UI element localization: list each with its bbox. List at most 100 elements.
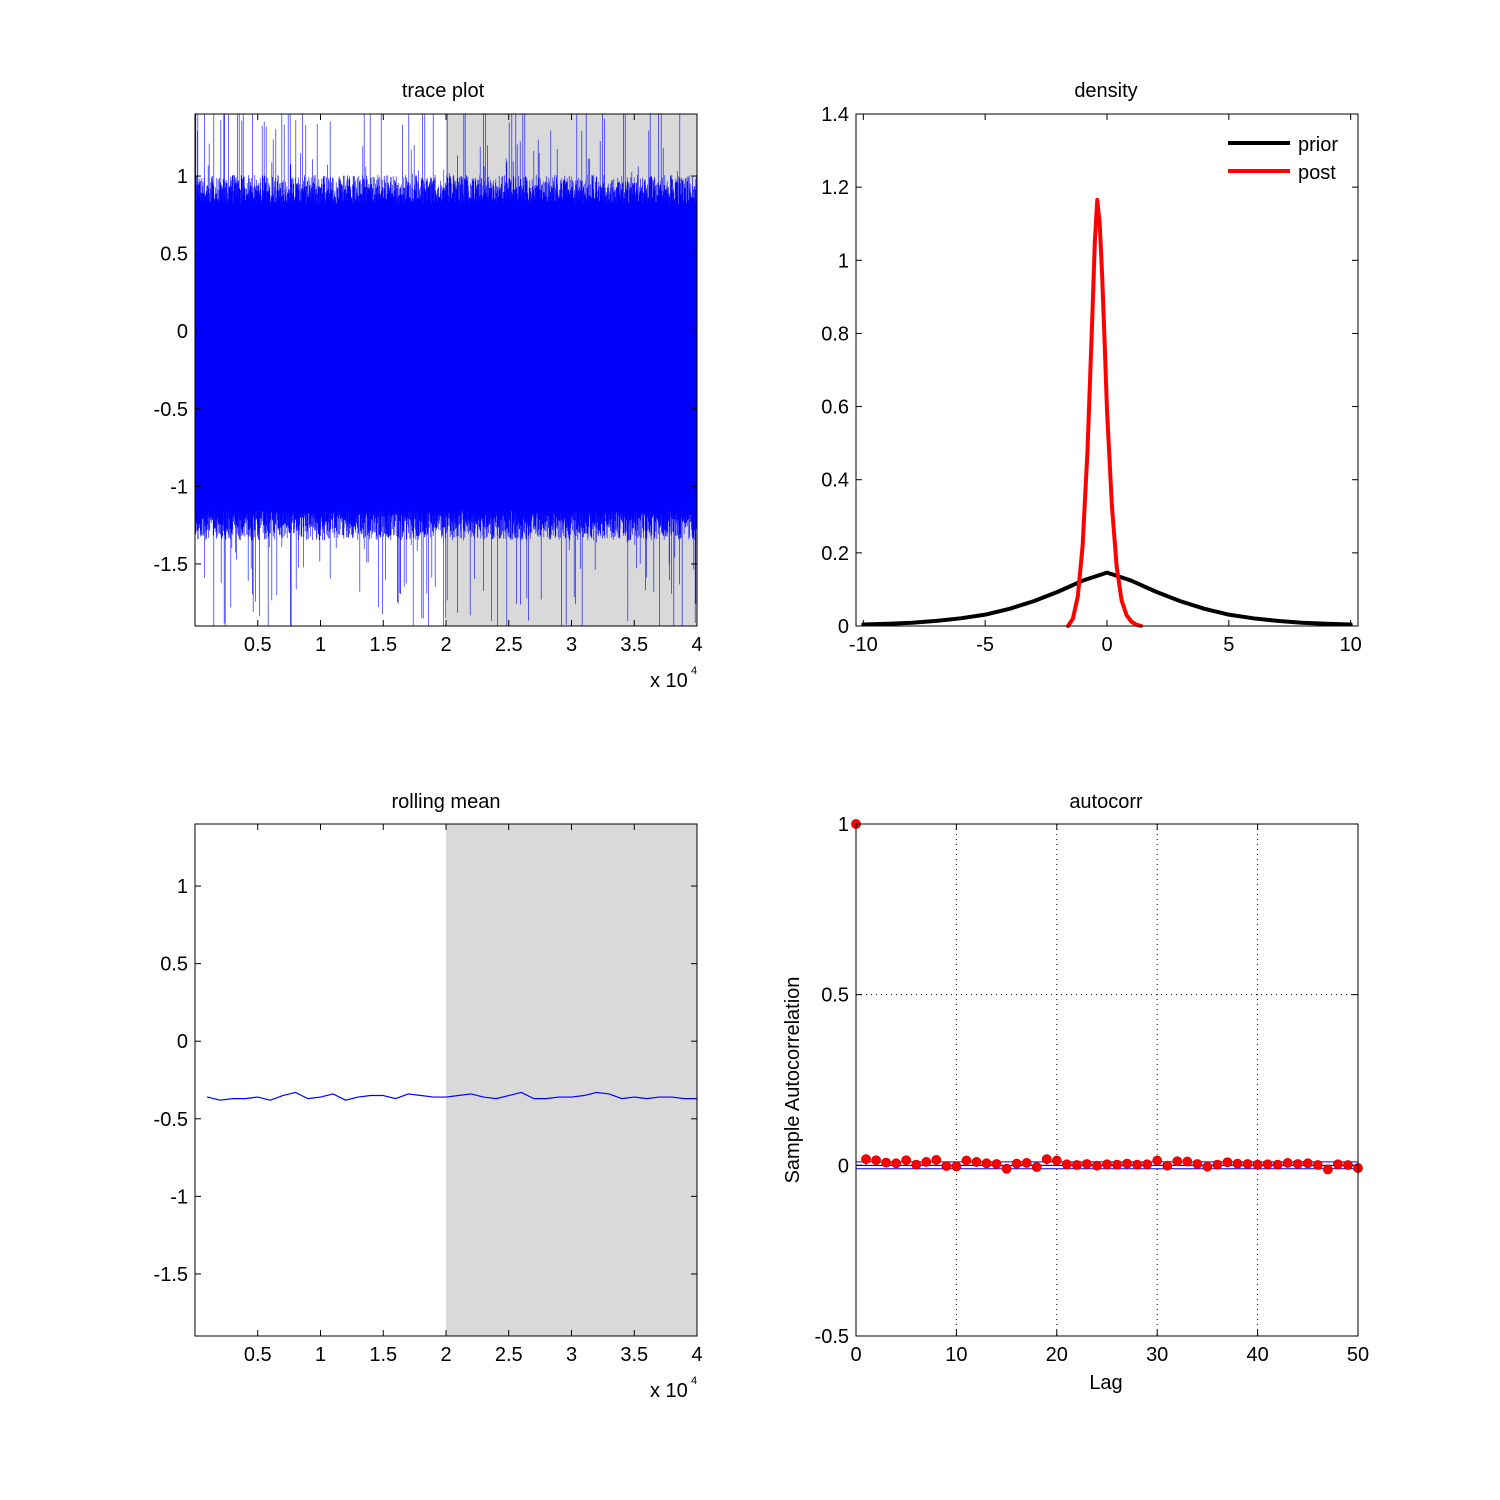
rolling-y-tick-label: 0 bbox=[177, 1031, 188, 1053]
autocorr-point bbox=[1122, 1158, 1132, 1169]
autocorr-point bbox=[1071, 1160, 1082, 1170]
rolling-x-tick-label: 4 bbox=[691, 1344, 702, 1366]
autocorr-point bbox=[931, 1154, 942, 1165]
trace-y-tick-label: 0 bbox=[177, 321, 188, 343]
trace-y-tick-label: 0.5 bbox=[160, 244, 188, 266]
trace-x-multiplier-exponent: 4 bbox=[691, 665, 697, 677]
density-series-post-line bbox=[1066, 197, 1144, 628]
rolling-y-tick-label: -0.5 bbox=[154, 1109, 188, 1131]
autocorr-point bbox=[1041, 1154, 1052, 1165]
trace-x-tick-label: 1 bbox=[315, 634, 326, 656]
trace-plot-title: trace plot bbox=[402, 80, 485, 102]
autocorr-point bbox=[1252, 1159, 1263, 1170]
rolling-mean-panel: rolling mean 0.5 1 1.5 2 2.5 3 3.5 4 -1.5 -1 -0.5 0… bbox=[154, 791, 703, 1402]
autocorr-point bbox=[1031, 1162, 1042, 1172]
trace-y-tick-label: -0.5 bbox=[154, 399, 188, 421]
density-series-prior-line bbox=[861, 570, 1353, 627]
trace-x-multiplier: x 10 bbox=[650, 670, 688, 692]
rolling-y-tick-label: 1 bbox=[177, 876, 188, 898]
autocorr-point bbox=[1272, 1159, 1283, 1170]
autocorr-point bbox=[951, 1161, 962, 1172]
rolling-x-tick-label: 2 bbox=[440, 1344, 451, 1366]
autocorr-point bbox=[861, 1154, 871, 1165]
rolling-mean-title: rolling mean bbox=[392, 791, 501, 813]
autocorr-point bbox=[1333, 1159, 1343, 1170]
autocorr-point bbox=[1021, 1158, 1032, 1168]
autocorr-point bbox=[1202, 1161, 1213, 1172]
density-x-tick-label: -5 bbox=[976, 634, 994, 656]
trace-x-tick-label: 3 bbox=[566, 634, 577, 656]
autocorr-point bbox=[1112, 1159, 1122, 1170]
rolling-x-tick-label: 0.5 bbox=[244, 1344, 272, 1366]
autocorr-point bbox=[871, 1155, 881, 1166]
trace-y-tick-label: -1 bbox=[170, 476, 188, 498]
trace-y-tick-label: 1 bbox=[177, 166, 188, 188]
autocorr-point bbox=[901, 1155, 912, 1166]
trace-y-tick-label: -1.5 bbox=[154, 554, 188, 576]
autocorr-point bbox=[1262, 1159, 1273, 1170]
autocorr-title: autocorr bbox=[1069, 791, 1143, 813]
autocorr-y-axis-label: Sample Autocorrelation bbox=[782, 977, 804, 1184]
autocorr-point bbox=[1312, 1160, 1323, 1170]
rolling-y-tick-label: 0.5 bbox=[160, 954, 188, 976]
trace-x-tick-label: 2 bbox=[440, 634, 451, 656]
autocorr-y-tick-label: 0 bbox=[838, 1155, 849, 1177]
trace-plot-panel: trace plot 0.5 1 1.5 2 2.5 3 3.5 4 -1.5 -1 -0.5 0 0.… bbox=[154, 80, 703, 692]
density-y-tick-label: 0 bbox=[838, 616, 849, 638]
density-y-tick-label: 1.2 bbox=[821, 177, 849, 199]
autocorr-point bbox=[1222, 1157, 1233, 1168]
autocorr-point bbox=[1152, 1155, 1163, 1166]
autocorr-point bbox=[1162, 1160, 1173, 1171]
rolling-series-0-line bbox=[206, 1091, 698, 1101]
autocorr-point bbox=[1232, 1158, 1243, 1169]
trace-x-tick-label: 1.5 bbox=[369, 634, 397, 656]
autocorr-point bbox=[1182, 1156, 1193, 1167]
autocorr-point bbox=[911, 1159, 922, 1170]
trace-x-tick-label: 3.5 bbox=[620, 634, 648, 656]
rolling-x-tick-label: 2.5 bbox=[495, 1344, 523, 1366]
legend-label-prior: prior bbox=[1298, 134, 1338, 156]
autocorr-point bbox=[1292, 1159, 1303, 1169]
autocorr-point bbox=[921, 1157, 932, 1167]
autocorr-point bbox=[1343, 1160, 1353, 1170]
density-y-tick-label: 0.8 bbox=[821, 323, 849, 345]
rolling-y-tick-label: -1.5 bbox=[154, 1264, 188, 1286]
rolling-x-tick-label: 3 bbox=[566, 1344, 577, 1366]
autocorr-x-tick-label: 50 bbox=[1347, 1344, 1369, 1366]
autocorr-point bbox=[1001, 1163, 1012, 1174]
density-x-tick-label: 5 bbox=[1223, 634, 1234, 656]
autocorr-point bbox=[971, 1157, 982, 1167]
density-panel: density -10 -5 0 5 10 0 0.2 0.4 0.6 0.8 1 1.2 1.4 pr… bbox=[821, 80, 1362, 656]
autocorr-point bbox=[881, 1157, 892, 1168]
autocorr-y-tick-label: -0.5 bbox=[815, 1326, 849, 1348]
autocorr-point bbox=[1061, 1159, 1072, 1170]
autocorr-point bbox=[1282, 1158, 1293, 1168]
autocorr-point bbox=[1082, 1159, 1092, 1169]
trace-x-tick-label: 0.5 bbox=[244, 634, 272, 656]
autocorr-point bbox=[991, 1159, 1002, 1169]
autocorr-x-tick-label: 30 bbox=[1146, 1344, 1168, 1366]
trace-x-tick-label: 4 bbox=[691, 634, 702, 656]
autocorr-y-tick-label: 0.5 bbox=[821, 985, 849, 1007]
autocorr-x-tick-label: 20 bbox=[1046, 1344, 1068, 1366]
rolling-x-tick-label: 1.5 bbox=[369, 1344, 397, 1366]
autocorr-point bbox=[1242, 1159, 1253, 1169]
trace-x-tick-label: 2.5 bbox=[495, 634, 523, 656]
autocorr-point bbox=[1102, 1159, 1112, 1170]
density-y-tick-label: 1 bbox=[838, 250, 849, 272]
autocorr-point bbox=[1172, 1156, 1183, 1167]
autocorr-point bbox=[1302, 1158, 1313, 1169]
autocorr-point bbox=[941, 1161, 952, 1171]
density-x-tick-label: 0 bbox=[1101, 634, 1112, 656]
rolling-x-multiplier-exponent: 4 bbox=[691, 1375, 697, 1387]
density-y-tick-label: 0.2 bbox=[821, 543, 849, 565]
autocorr-x-tick-label: 10 bbox=[945, 1344, 967, 1366]
density-y-tick-label: 0.6 bbox=[821, 397, 849, 419]
density-y-tick-label: 0.4 bbox=[821, 470, 849, 492]
autocorr-point bbox=[1322, 1164, 1333, 1175]
autocorr-plot-frame bbox=[855, 823, 1359, 1337]
density-y-tick-label: 1.4 bbox=[821, 104, 849, 126]
autocorr-point bbox=[1092, 1160, 1102, 1171]
autocorr-x-tick-label: 40 bbox=[1246, 1344, 1268, 1366]
